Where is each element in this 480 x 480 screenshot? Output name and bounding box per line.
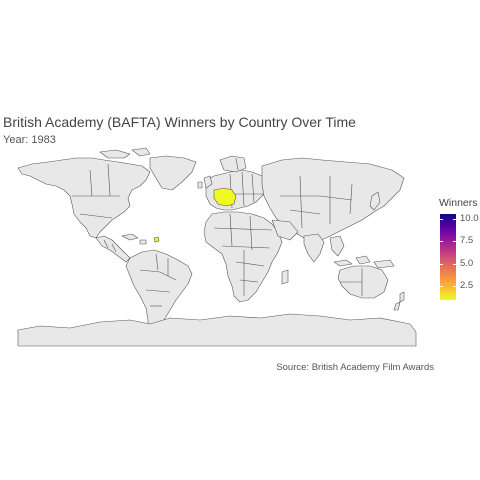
legend-tick-label: 10.0	[460, 212, 479, 224]
legend-tick-mark	[453, 286, 456, 288]
legend-tick-mark	[453, 241, 456, 243]
south-america-landmass	[125, 249, 193, 339]
india	[303, 233, 325, 263]
legend-tick-label: 5.0	[460, 257, 474, 269]
highlight-western-europe	[213, 187, 237, 207]
antarctica	[17, 313, 417, 347]
chart-title: British Academy (BAFTA) Winners by Count…	[3, 114, 356, 130]
central-america	[95, 235, 131, 263]
legend-tick-mark	[440, 263, 443, 265]
legend-tick-mark	[453, 263, 456, 265]
north-america-landmass	[17, 157, 151, 239]
legend-title: Winners	[439, 197, 478, 209]
greenland	[149, 155, 197, 191]
legend-tick-label: 7.5	[460, 235, 474, 247]
asia-landmass	[261, 157, 405, 243]
chart-subtitle: Year: 1983	[3, 134, 56, 146]
legend-tick-mark	[453, 218, 456, 220]
legend-colorbar	[440, 214, 456, 300]
source-caption: Source: British Academy Film Awards	[276, 362, 434, 373]
highlight-caribbean	[153, 236, 160, 243]
legend-tick-mark	[440, 286, 443, 288]
legend-tick-label: 2.5	[460, 280, 474, 292]
africa-landmass	[203, 211, 283, 303]
australia-landmass	[337, 265, 389, 299]
legend-tick-mark	[440, 241, 443, 243]
legend-tick-mark	[440, 218, 443, 220]
